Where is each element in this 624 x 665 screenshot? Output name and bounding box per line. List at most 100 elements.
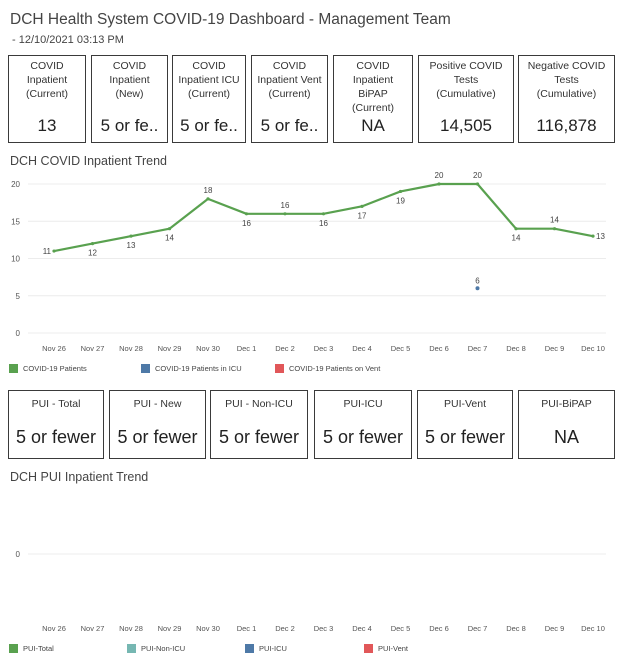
x-tick-label: Nov 29: [158, 624, 182, 633]
x-tick-label: Dec 9: [545, 344, 565, 353]
kpi-covid-inpatient-vent[interactable]: COVID Inpatient Vent (Current) 5 or fe..: [251, 55, 328, 143]
legend-swatch: [364, 644, 373, 653]
x-tick-label: Dec 4: [352, 624, 372, 633]
kpi-pui-non-icu[interactable]: PUI - Non-ICU 5 or fewer: [210, 390, 308, 459]
x-tick-label: Dec 7: [468, 624, 488, 633]
legend-swatch: [9, 644, 18, 653]
x-tick-label: Nov 27: [81, 624, 105, 633]
data-point: [398, 189, 403, 194]
kpi-positive-tests[interactable]: Positive COVID Tests (Cumulative) 14,505: [418, 55, 514, 143]
legend-item-covid-icu: COVID-19 Patients in ICU: [141, 364, 242, 373]
legend-item-covid-vent: COVID-19 Patients on Vent: [275, 364, 380, 373]
x-tick-label: Nov 30: [196, 344, 220, 353]
kpi-pui-new[interactable]: PUI - New 5 or fewer: [109, 390, 206, 459]
kpi-covid-inpatient-bipap[interactable]: COVID Inpatient BiPAP (Current) NA: [333, 55, 413, 143]
data-label: 20: [473, 172, 482, 180]
kpi-label: COVID Inpatient BiPAP (Current): [351, 60, 394, 114]
y-tick-label: 0: [16, 329, 21, 338]
x-tick-label: Dec 5: [391, 344, 411, 353]
kpi-value: 5 or fewer: [117, 427, 198, 447]
data-point: [244, 212, 249, 216]
data-label: 14: [512, 234, 521, 243]
kpi-value: 13: [37, 116, 57, 135]
x-tick-label: Dec 9: [545, 624, 565, 633]
pui-trend-title: DCH PUI Inpatient Trend: [10, 470, 149, 484]
data-point: [514, 227, 518, 231]
kpi-label: PUI-ICU: [343, 398, 383, 410]
data-label: 11: [43, 247, 52, 256]
y-tick-label: 10: [11, 255, 20, 264]
kpi-negative-tests[interactable]: Negative COVID Tests (Cumulative) 116,87…: [518, 55, 615, 143]
x-tick-label: Dec 2: [275, 344, 295, 353]
covid-trend-title: DCH COVID Inpatient Trend: [10, 154, 168, 168]
kpi-covid-inpatient-current[interactable]: COVID Inpatient (Current) 13: [8, 55, 86, 143]
kpi-value: 5 or fewer: [15, 427, 97, 447]
kpi-value: 116,878: [536, 116, 597, 135]
legend-swatch: [127, 644, 136, 653]
data-point: [437, 182, 441, 186]
kpi-pui-vent[interactable]: PUI-Vent 5 or fewer: [417, 390, 513, 459]
kpi-pui-bipap[interactable]: PUI-BiPAP NA: [518, 390, 615, 459]
legend-label: PUI-Vent: [378, 644, 409, 653]
x-tick-label: Nov 28: [119, 344, 143, 353]
covid-inpatient-trend-chart: 0 5 10 15 20 Nov 26 Nov 27 Nov 28 Nov 29 Nov 30 De…: [11, 172, 606, 353]
kpi-value: 5 or fe..: [100, 116, 159, 135]
legend-label: COVID-19 Patients on Vent: [289, 364, 381, 373]
x-tick-label: Dec 5: [391, 624, 411, 633]
kpi-pui-total[interactable]: PUI - Total 5 or fewer: [8, 390, 104, 459]
legend-label: COVID-19 Patients in ICU: [155, 364, 242, 373]
legend-item-pui-vent: PUI-Vent: [364, 644, 408, 653]
x-tick-label: Nov 26: [42, 344, 66, 353]
data-label: 19: [396, 196, 405, 205]
kpi-label: PUI - Non-ICU: [225, 398, 293, 410]
kpi-pui-icu[interactable]: PUI-ICU 5 or fewer: [314, 390, 412, 459]
kpi-label: COVID Inpatient Vent (Current): [257, 60, 322, 100]
x-tick-label: Dec 6: [429, 344, 449, 353]
kpi-label: PUI - Total: [31, 398, 81, 410]
legend-label: PUI-Non-ICU: [141, 644, 186, 653]
x-tick-label: Nov 28: [119, 624, 143, 633]
data-label: 14: [550, 216, 559, 225]
x-tick-label: Dec 8: [506, 344, 526, 353]
data-label: 14: [165, 234, 174, 243]
legend-swatch: [275, 364, 284, 373]
legend-item-pui-non-icu: PUI-Non-ICU: [127, 644, 185, 653]
kpi-covid-inpatient-new[interactable]: COVID Inpatient (New) 5 or fe..: [91, 55, 168, 143]
kpi-covid-inpatient-icu[interactable]: COVID Inpatient ICU (Current) 5 or fe..: [172, 55, 246, 143]
kpi-label: PUI - New: [133, 398, 182, 410]
legend-label: COVID-19 Patients: [23, 364, 87, 373]
data-label: 17: [358, 211, 367, 220]
data-label: 12: [88, 249, 97, 258]
kpi-label: COVID Inpatient (New): [109, 60, 150, 100]
y-tick-label: 20: [11, 180, 20, 189]
page-timestamp: - 12/10/2021 03:13 PM: [12, 34, 124, 46]
data-label: 16: [242, 219, 251, 228]
data-point: [52, 249, 56, 253]
kpi-value: 5 or fewer: [424, 427, 506, 447]
data-point-icu: [475, 286, 480, 291]
legend-swatch: [245, 644, 254, 653]
legend-swatch: [141, 364, 150, 373]
page-title: DCH Health System COVID-19 Dashboard - M…: [10, 11, 451, 28]
data-label: 13: [127, 241, 136, 250]
x-tick-label: Nov 27: [81, 344, 105, 353]
legend-label: PUI-ICU: [259, 644, 287, 653]
x-tick-label: Dec 4: [352, 344, 372, 353]
legend-item-pui-total: PUI-Total: [9, 644, 54, 653]
x-tick-label: Dec 3: [314, 624, 334, 633]
kpi-value: NA: [553, 427, 579, 447]
kpi-value: 5 or fe..: [180, 116, 238, 135]
data-point: [552, 227, 557, 231]
x-tick-label: Dec 2: [275, 624, 295, 633]
x-tick-label: Nov 30: [196, 624, 220, 633]
kpi-value: 5 or fewer: [218, 427, 300, 447]
data-point: [321, 212, 326, 216]
legend-item-covid-patients: COVID-19 Patients: [9, 364, 87, 373]
y-tick-label: 0: [16, 550, 21, 559]
data-point: [591, 234, 595, 238]
x-tick-label: Dec 7: [468, 344, 488, 353]
pui-inpatient-trend-chart: 0 Nov 26 Nov 27 Nov 28 Nov 29 Nov 30 Dec 1 Dec …: [16, 550, 606, 633]
data-label: 16: [319, 219, 328, 228]
x-tick-label: Nov 29: [158, 344, 182, 353]
data-label: 13: [596, 232, 605, 241]
